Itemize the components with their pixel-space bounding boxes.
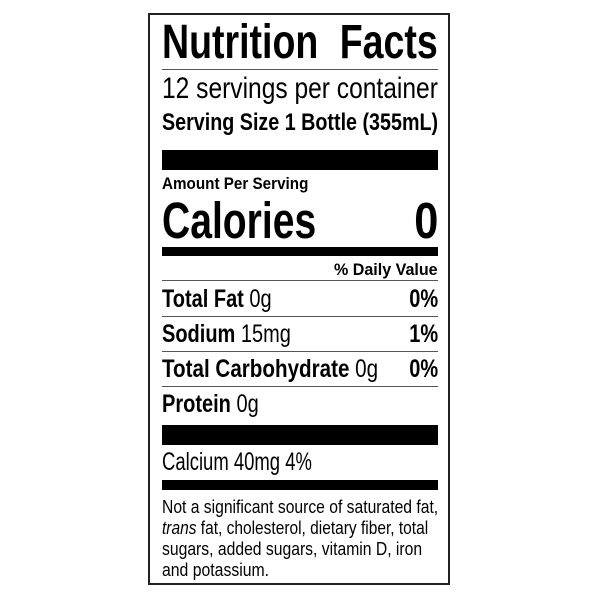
nutrient-row-protein: Protein 0g bbox=[162, 392, 259, 417]
nutrient-amount: 0g bbox=[249, 285, 272, 313]
thick-divider bbox=[162, 150, 438, 170]
calories-value: 0 bbox=[413, 192, 438, 249]
daily-value-header: % Daily Value bbox=[334, 260, 438, 279]
label-title: Nutrition Facts bbox=[162, 16, 438, 69]
nutrient-name: Total Carbohydrate bbox=[162, 355, 350, 383]
nutrient-dv: 0% bbox=[409, 355, 438, 383]
divider bbox=[162, 316, 438, 317]
divider bbox=[162, 351, 438, 352]
nutrient-name: Sodium bbox=[162, 320, 236, 348]
nutrient-amount: 0g bbox=[355, 355, 379, 383]
nutrient-amount: 15mg bbox=[240, 320, 291, 348]
servings-per-container: 12 servings per container bbox=[162, 72, 438, 105]
nutrient-name: Total Fat bbox=[162, 285, 244, 313]
divider bbox=[162, 69, 438, 70]
footnote-line: and potassium. bbox=[162, 560, 270, 580]
calories-label: Calories bbox=[162, 192, 317, 249]
amount-per-serving: Amount Per Serving bbox=[162, 174, 309, 193]
calcium-row: Calcium 40mg 4% bbox=[162, 448, 312, 476]
thick-divider bbox=[162, 425, 438, 445]
nutrient-amount: 0g bbox=[236, 390, 259, 418]
footnote-text: fat, cholesterol, dietary fiber, total bbox=[196, 518, 429, 538]
nutrient-row-sodium: Sodium 15mg bbox=[162, 322, 291, 347]
nutrient-row-total-carbohydrate: Total Carbohydrate 0g bbox=[162, 357, 378, 382]
nutrient-name: Protein bbox=[162, 390, 231, 418]
nutrient-row-total-fat: Total Fat 0g bbox=[162, 287, 272, 312]
medium-divider bbox=[162, 480, 438, 490]
medium-divider bbox=[162, 247, 438, 256]
nutrient-dv: 0% bbox=[409, 285, 438, 313]
footnote-line: sugars, added sugars, vitamin D, iron bbox=[162, 539, 423, 559]
footnote-line: Not a significant source of saturated fa… bbox=[162, 497, 439, 517]
footnote-italic: trans bbox=[162, 518, 197, 538]
serving-size: Serving Size 1 Bottle (355mL) bbox=[162, 109, 439, 136]
divider bbox=[162, 280, 438, 281]
nutrition-label-border bbox=[148, 13, 450, 585]
footnote-line: trans fat, cholesterol, dietary fiber, t… bbox=[162, 519, 428, 537]
divider bbox=[162, 386, 438, 387]
nutrient-dv: 1% bbox=[409, 320, 438, 348]
